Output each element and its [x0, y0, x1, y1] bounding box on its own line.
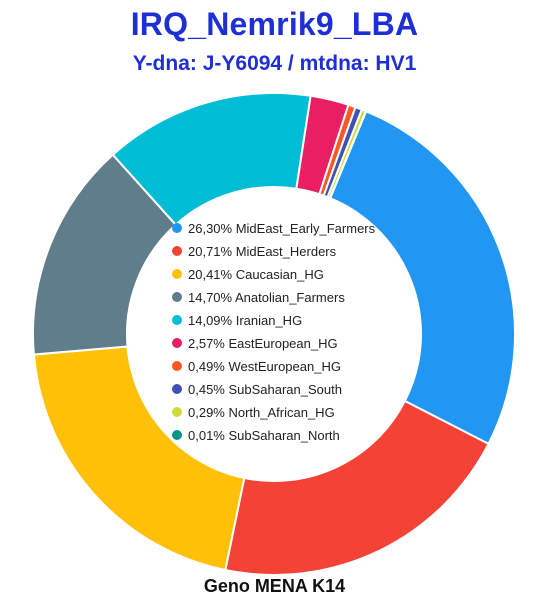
legend-label: 20,71% MidEast_Herders [188, 244, 337, 259]
slice-mideast-early-farmers [328, 109, 516, 446]
slice-subsaharan-north [328, 109, 368, 200]
legend-label: 2,57% EastEuropean_HG [188, 336, 338, 351]
legend-marker [172, 430, 182, 440]
chart-subtitle: Y-dna: J-Y6094 / mtdna: HV1 [132, 52, 417, 75]
legend-marker [172, 338, 182, 348]
legend-marker [172, 384, 182, 394]
legend-marker [172, 269, 182, 279]
slice-caucasian-hg [32, 345, 246, 572]
legend-label: 0,49% WestEuropean_HG [188, 359, 341, 374]
slice-mideast-herders [224, 399, 490, 576]
legend-label: 0,01% SubSaharan_North [188, 428, 340, 443]
legend-label: 14,70% Anatolian_Farmers [188, 290, 345, 305]
legend-marker [172, 223, 182, 233]
legend-label: 14,09% Iranian_HG [188, 313, 302, 328]
legend-marker [172, 246, 182, 256]
chart-title: IRQ_Nemrik9_LBA [130, 6, 419, 42]
legend-label: 0,29% North_African_HG [188, 405, 335, 420]
legend-marker [172, 407, 182, 417]
center-legend: 26,30% MidEast_Early_Farmers 20,71% MidEa… [172, 221, 376, 443]
donut-slices [32, 92, 516, 576]
legend-label: 26,30% MidEast_Early_Farmers [188, 221, 376, 236]
chart-footer: Geno MENA K14 [203, 576, 346, 596]
legend-label: 20,41% Caucasian_HG [188, 267, 324, 282]
legend-marker [172, 315, 182, 325]
legend-marker [172, 292, 182, 302]
legend-marker [172, 361, 182, 371]
legend-label: 0,45% SubSaharan_South [188, 382, 342, 397]
